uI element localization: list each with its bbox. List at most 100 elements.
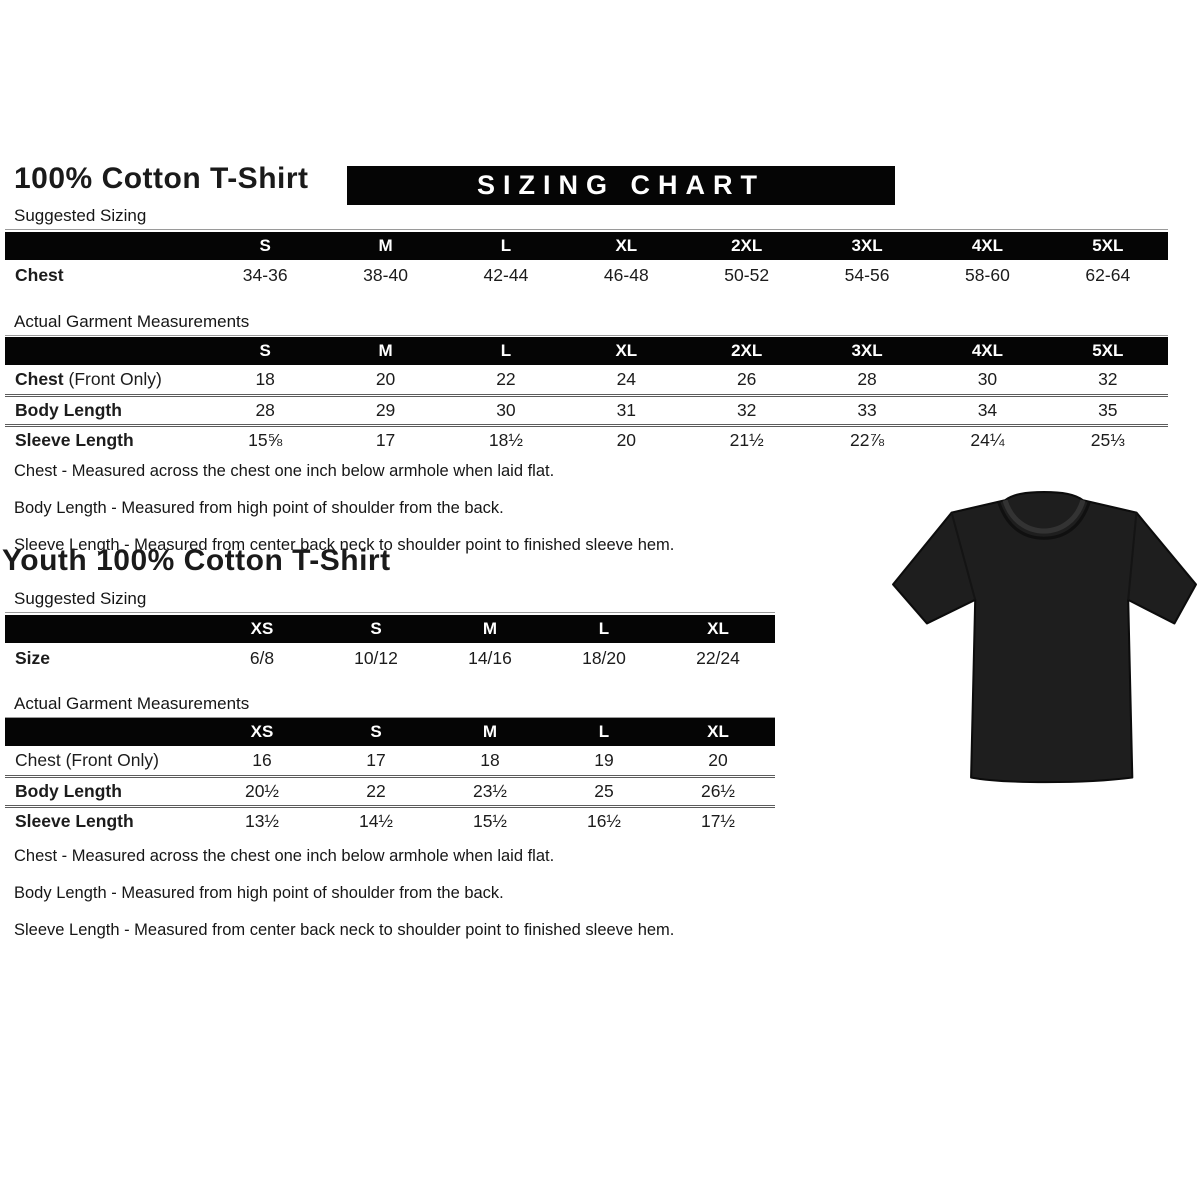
- value-cell: 31: [566, 393, 687, 425]
- value-cell: 25⅓: [1047, 423, 1168, 455]
- header-cell: XL: [566, 232, 687, 260]
- header-cell: S: [319, 615, 433, 643]
- header-cell-empty: [5, 232, 205, 260]
- adult-suggested-sizing-label: Suggested Sizing: [5, 206, 1168, 230]
- value-cell: 18½: [445, 423, 567, 455]
- page-title: 100% Cotton T-Shirt: [14, 162, 309, 195]
- note-sleeve-length: Sleeve Length - Measured from center bac…: [14, 921, 675, 939]
- value-cell: 22: [319, 774, 433, 806]
- value-cell: 17: [366, 749, 386, 770]
- header-cell: S: [319, 718, 433, 746]
- header-cell: 2XL: [686, 232, 807, 260]
- row-label: Chest (Front Only): [15, 749, 159, 770]
- table-row-chest: Chest (Front Only) 18 20 22 24 26 28 30 …: [5, 365, 1168, 395]
- youth-suggested-sizing-table: XS S M L XL Size 6/8 10/12 14/16 18/20 2…: [5, 615, 775, 673]
- value-cell: 24: [616, 368, 637, 389]
- value-cell: 29: [325, 393, 446, 425]
- note-chest: Chest - Measured across the chest one in…: [14, 847, 555, 865]
- header-cell: XS: [205, 615, 319, 643]
- row-label: Chest: [15, 264, 64, 285]
- header-cell: 4XL: [927, 337, 1048, 365]
- value-cell: 20: [375, 368, 396, 389]
- value-cell: 35: [1047, 393, 1168, 425]
- sizing-chart-banner-label: SIZING CHART: [477, 170, 765, 200]
- value-cell: 15½: [433, 804, 547, 836]
- youth-suggested-sizing-label: Suggested Sizing: [5, 589, 775, 613]
- table-header-row: S M L XL 2XL 3XL 4XL 5XL: [5, 337, 1168, 365]
- value-cell: 10/12: [354, 647, 398, 668]
- value-cell: 15⅝: [205, 423, 326, 455]
- value-cell: 20: [708, 749, 728, 770]
- row-label: Size: [15, 647, 51, 668]
- value-cell: 24¼: [927, 423, 1048, 455]
- value-cell: 22/24: [696, 647, 740, 668]
- table-row-sleeve-length: Sleeve Length 13½ 14½ 15½ 16½ 17½: [5, 804, 775, 836]
- value-cell: 22⅞: [806, 423, 928, 455]
- value-cell: 34-36: [242, 264, 288, 285]
- value-cell: 13½: [205, 804, 319, 836]
- value-cell: 30: [445, 393, 567, 425]
- header-cell: 3XL: [806, 337, 928, 365]
- table-header-row: XS S M L XL: [5, 615, 775, 643]
- header-cell: XL: [661, 615, 775, 643]
- value-cell: 46-48: [603, 264, 649, 285]
- value-cell: 18: [255, 368, 275, 389]
- header-cell: 5XL: [1047, 232, 1168, 260]
- table-row: Chest 34-36 38-40 42-44 46-48 50-52 54-5…: [5, 260, 1168, 290]
- value-cell: 30: [977, 368, 998, 389]
- value-cell: 17½: [661, 804, 775, 836]
- value-cell: 42-44: [483, 264, 529, 285]
- adult-suggested-sizing-table: S M L XL 2XL 3XL 4XL 5XL Chest 34-36 38-…: [5, 232, 1168, 290]
- table-row-sleeve-length: Sleeve Length 15⅝ 17 18½ 20 21½ 22⅞ 24¼ …: [5, 423, 1168, 455]
- youth-measurement-notes: Chest - Measured across the chest one in…: [14, 838, 674, 949]
- value-cell: 19: [594, 749, 614, 770]
- value-cell: 20½: [205, 774, 319, 806]
- value-cell: 14½: [319, 804, 433, 836]
- value-cell: 22: [496, 368, 516, 389]
- header-cell: XL: [566, 337, 687, 365]
- value-cell: 62-64: [1085, 264, 1131, 285]
- value-cell: 58-60: [965, 264, 1010, 285]
- header-cell: 5XL: [1047, 337, 1168, 365]
- header-cell: XS: [205, 718, 319, 746]
- black-tshirt-image: [892, 491, 1197, 784]
- header-cell-empty: [5, 337, 205, 365]
- row-label: Body Length: [5, 393, 205, 425]
- value-cell: 28: [857, 368, 877, 389]
- adult-actual-measurements-label: Actual Garment Measurements: [5, 312, 1168, 336]
- value-cell: 50-52: [724, 264, 770, 285]
- table-row-body-length: Body Length 28 29 30 31 32 33 34 35: [5, 393, 1168, 425]
- header-cell: M: [325, 337, 446, 365]
- value-cell: 18/20: [582, 647, 626, 668]
- value-cell: 32: [686, 393, 807, 425]
- note-body-length: Body Length - Measured from high point o…: [14, 884, 504, 902]
- header-cell: L: [445, 232, 567, 260]
- header-cell: L: [547, 615, 661, 643]
- value-cell: 54-56: [844, 264, 890, 285]
- value-cell: 14/16: [468, 647, 512, 668]
- table-row-body-length: Body Length 20½ 22 23½ 25 26½: [5, 774, 775, 806]
- youth-actual-measurements-table: XS S M L XL Chest (Front Only) 16 17 18 …: [5, 718, 775, 836]
- value-cell: 28: [205, 393, 326, 425]
- header-cell: S: [205, 337, 326, 365]
- value-cell: 33: [806, 393, 928, 425]
- table-header-row: XS S M L XL: [5, 718, 775, 746]
- value-cell: 16: [252, 749, 272, 770]
- table-row-chest: Chest (Front Only) 16 17 18 19 20: [5, 746, 775, 776]
- header-cell: 4XL: [927, 232, 1048, 260]
- row-label: Chest (Front Only): [15, 368, 162, 389]
- table-row-size: Size 6/8 10/12 14/16 18/20 22/24: [5, 643, 775, 673]
- header-cell: M: [325, 232, 446, 260]
- value-cell: 21½: [686, 423, 807, 455]
- value-cell: 32: [1098, 368, 1118, 389]
- header-cell: M: [433, 718, 547, 746]
- value-cell: 25: [547, 774, 661, 806]
- adult-measurement-notes: Chest - Measured across the chest one in…: [14, 453, 674, 564]
- table-header-row: S M L XL 2XL 3XL 4XL 5XL: [5, 232, 1168, 260]
- value-cell: 23½: [433, 774, 547, 806]
- value-cell: 26½: [661, 774, 775, 806]
- value-cell: 20: [566, 423, 687, 455]
- row-label: Body Length: [5, 774, 205, 806]
- note-chest: Chest - Measured across the chest one in…: [14, 462, 555, 480]
